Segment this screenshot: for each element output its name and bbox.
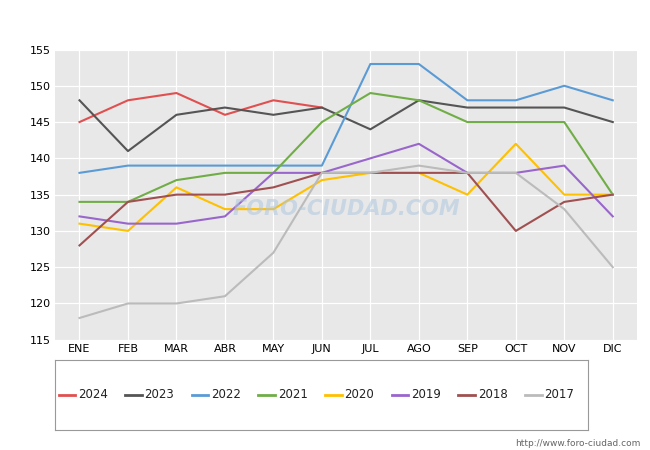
Text: 2022: 2022	[211, 388, 241, 401]
Text: Afiliados en Regumiel de la Sierra a 31/5/2024: Afiliados en Regumiel de la Sierra a 31/…	[133, 14, 517, 33]
Text: 2023: 2023	[144, 388, 174, 401]
Text: 2020: 2020	[344, 388, 374, 401]
Text: 2017: 2017	[544, 388, 574, 401]
Text: http://www.foro-ciudad.com: http://www.foro-ciudad.com	[515, 439, 640, 448]
Text: FORO-CIUDAD.COM: FORO-CIUDAD.COM	[232, 199, 460, 219]
Text: 2021: 2021	[278, 388, 307, 401]
Text: 2024: 2024	[78, 388, 108, 401]
Text: 2019: 2019	[411, 388, 441, 401]
Text: 2018: 2018	[478, 388, 508, 401]
